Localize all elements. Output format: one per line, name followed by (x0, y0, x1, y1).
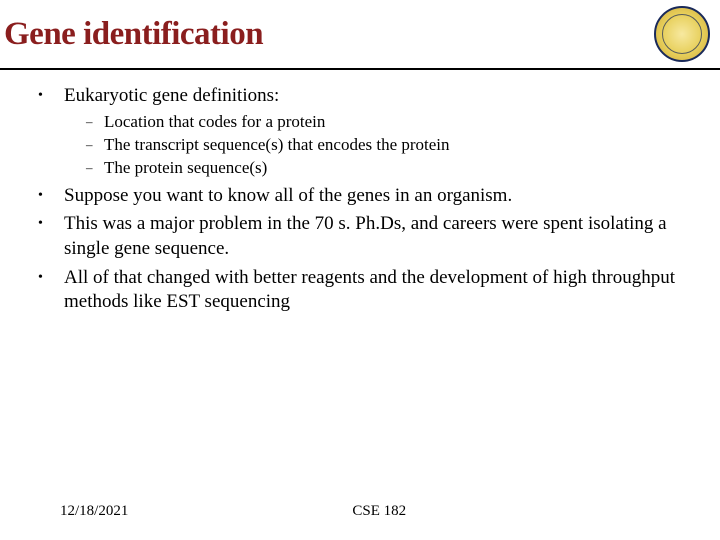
list-item: The protein sequence(s) (64, 157, 694, 180)
footer-course: CSE 182 (352, 503, 406, 520)
sub-list: Location that codes for a protein The tr… (64, 111, 694, 180)
list-item: This was a major problem in the 70 s. Ph… (26, 212, 694, 261)
list-item-text: Eukaryotic gene definitions: (64, 85, 279, 106)
slide: Gene identification Eukaryotic gene defi… (0, 0, 720, 540)
footer: 12/18/2021 CSE 182 (0, 503, 720, 520)
bullet-list: Eukaryotic gene definitions: Location th… (26, 84, 694, 315)
header: Gene identification (0, 0, 720, 70)
list-item: Location that codes for a protein (64, 111, 694, 134)
list-item: All of that changed with better reagents… (26, 266, 694, 315)
body-content: Eukaryotic gene definitions: Location th… (0, 70, 720, 315)
list-item-text: Suppose you want to know all of the gene… (64, 185, 512, 206)
list-item-text: The protein sequence(s) (104, 158, 267, 177)
page-title: Gene identification (4, 16, 263, 53)
list-item: Suppose you want to know all of the gene… (26, 184, 694, 209)
list-item-text: All of that changed with better reagents… (64, 267, 675, 313)
list-item: The transcript sequence(s) that encodes … (64, 134, 694, 157)
university-seal-icon (654, 6, 710, 62)
list-item-text: The transcript sequence(s) that encodes … (104, 135, 450, 154)
list-item-text: This was a major problem in the 70 s. Ph… (64, 213, 667, 259)
footer-date: 12/18/2021 (60, 503, 128, 520)
list-item: Eukaryotic gene definitions: Location th… (26, 84, 694, 180)
list-item-text: Location that codes for a protein (104, 112, 325, 131)
